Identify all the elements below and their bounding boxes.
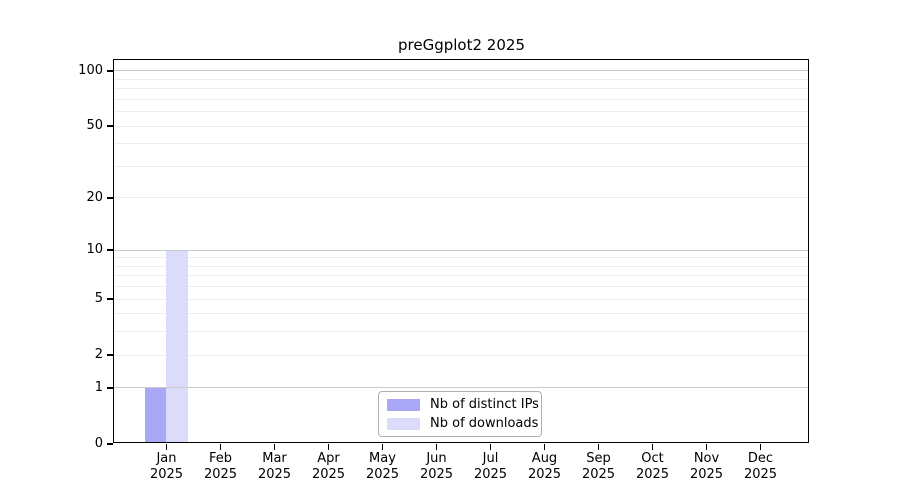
x-label-year: 2025 <box>311 467 346 482</box>
x-tick-aug <box>543 443 546 450</box>
y-tick-20 <box>107 197 113 199</box>
x-tick-label-may: May 2025 <box>355 451 411 483</box>
x-label-month: May <box>369 451 396 466</box>
legend: Nb of distinct IPs Nb of downloads <box>378 391 542 437</box>
x-tick-jul <box>489 443 492 450</box>
x-tick-label-jun: Jun 2025 <box>409 451 465 483</box>
y-tick-label-20: 20 <box>86 189 103 205</box>
y-tick-label-50: 50 <box>86 118 103 134</box>
minor-gridline-50 <box>114 125 808 127</box>
y-tick-2 <box>107 354 113 356</box>
x-tick-label-sep: Sep 2025 <box>571 451 627 483</box>
x-tick-jan <box>165 443 168 450</box>
x-tick-oct <box>651 443 654 450</box>
x-tick-label-jul: Jul 2025 <box>463 451 519 483</box>
y-tick-0 <box>107 443 113 445</box>
minor-gridline-4 <box>114 313 808 315</box>
x-tick-jun <box>435 443 438 450</box>
minor-gridline-3 <box>114 331 808 333</box>
x-tick-label-mar: Mar 2025 <box>247 451 303 483</box>
minor-gridline-40 <box>114 143 808 145</box>
x-label-month: Oct <box>641 451 664 466</box>
minor-gridline-8 <box>114 265 808 267</box>
bar-distinct-ips-jan <box>144 387 166 442</box>
x-label-year: 2025 <box>635 467 670 482</box>
x-label-year: 2025 <box>203 467 238 482</box>
bar-downloads-jan <box>166 249 188 442</box>
minor-gridline-2 <box>114 354 808 356</box>
x-tick-label-oct: Oct 2025 <box>625 451 681 483</box>
x-label-year: 2025 <box>743 467 778 482</box>
minor-gridline-90 <box>114 78 808 80</box>
x-label-month: Jan <box>156 451 177 466</box>
legend-item-downloads: Nb of downloads <box>387 416 538 431</box>
x-tick-apr <box>327 443 330 450</box>
x-tick-sep <box>597 443 600 450</box>
x-label-year: 2025 <box>527 467 562 482</box>
minor-gridline-80 <box>114 88 808 90</box>
x-tick-label-feb: Feb 2025 <box>193 451 249 483</box>
major-gridline-1 <box>114 387 808 389</box>
y-tick-label-10: 10 <box>86 242 103 258</box>
y-tick-label-100: 100 <box>78 62 103 78</box>
legend-item-distinct-ips: Nb of distinct IPs <box>387 397 539 412</box>
y-tick-50 <box>107 125 113 127</box>
x-tick-label-apr: Apr 2025 <box>301 451 357 483</box>
legend-label: Nb of downloads <box>430 415 539 431</box>
x-tick-label-dec: Dec 2025 <box>733 451 789 483</box>
x-tick-feb <box>219 443 222 450</box>
x-tick-dec <box>759 443 762 450</box>
y-tick-label-0: 0 <box>94 436 103 451</box>
y-tick-label-1: 1 <box>94 379 103 395</box>
minor-gridline-60 <box>114 111 808 113</box>
y-tick-5 <box>107 298 113 300</box>
major-gridline-100 <box>114 70 808 72</box>
x-label-month: Apr <box>317 451 340 466</box>
legend-swatch-downloads <box>387 417 420 430</box>
legend-swatch-distinct-ips <box>387 398 420 411</box>
x-label-year: 2025 <box>473 467 508 482</box>
x-tick-label-aug: Aug 2025 <box>517 451 573 483</box>
x-label-month: Mar <box>262 451 287 466</box>
x-label-month: Feb <box>208 451 233 466</box>
x-label-year: 2025 <box>419 467 454 482</box>
x-label-year: 2025 <box>689 467 724 482</box>
x-label-month: Jul <box>482 451 499 466</box>
x-tick-nov <box>705 443 708 450</box>
x-label-year: 2025 <box>365 467 400 482</box>
chart-title: preGgplot2 2025 <box>398 36 525 54</box>
minor-gridline-7 <box>114 275 808 277</box>
plot-area <box>113 59 809 443</box>
x-tick-label-jan: Jan 2025 <box>139 451 195 483</box>
x-tick-mar <box>273 443 276 450</box>
minor-gridline-30 <box>114 165 808 167</box>
x-label-month: Aug <box>531 451 558 466</box>
x-label-month: Jun <box>426 451 447 466</box>
legend-label: Nb of distinct IPs <box>430 396 539 412</box>
y-tick-1 <box>107 387 113 389</box>
minor-gridline-6 <box>114 286 808 288</box>
minor-gridline-5 <box>114 298 808 300</box>
x-label-month: Nov <box>693 451 720 466</box>
x-tick-may <box>381 443 384 450</box>
y-tick-label-5: 5 <box>94 291 103 307</box>
major-gridline-10 <box>114 249 808 251</box>
x-label-year: 2025 <box>149 467 184 482</box>
y-tick-label-2: 2 <box>94 347 103 363</box>
x-tick-label-nov: Nov 2025 <box>679 451 735 483</box>
y-tick-10 <box>107 249 113 251</box>
minor-gridline-9 <box>114 257 808 259</box>
x-label-year: 2025 <box>257 467 292 482</box>
minor-gridline-70 <box>114 98 808 100</box>
x-label-month: Dec <box>747 451 774 466</box>
x-label-year: 2025 <box>581 467 616 482</box>
y-tick-100 <box>107 70 113 72</box>
x-label-month: Sep <box>586 451 611 466</box>
minor-gridline-20 <box>114 197 808 199</box>
